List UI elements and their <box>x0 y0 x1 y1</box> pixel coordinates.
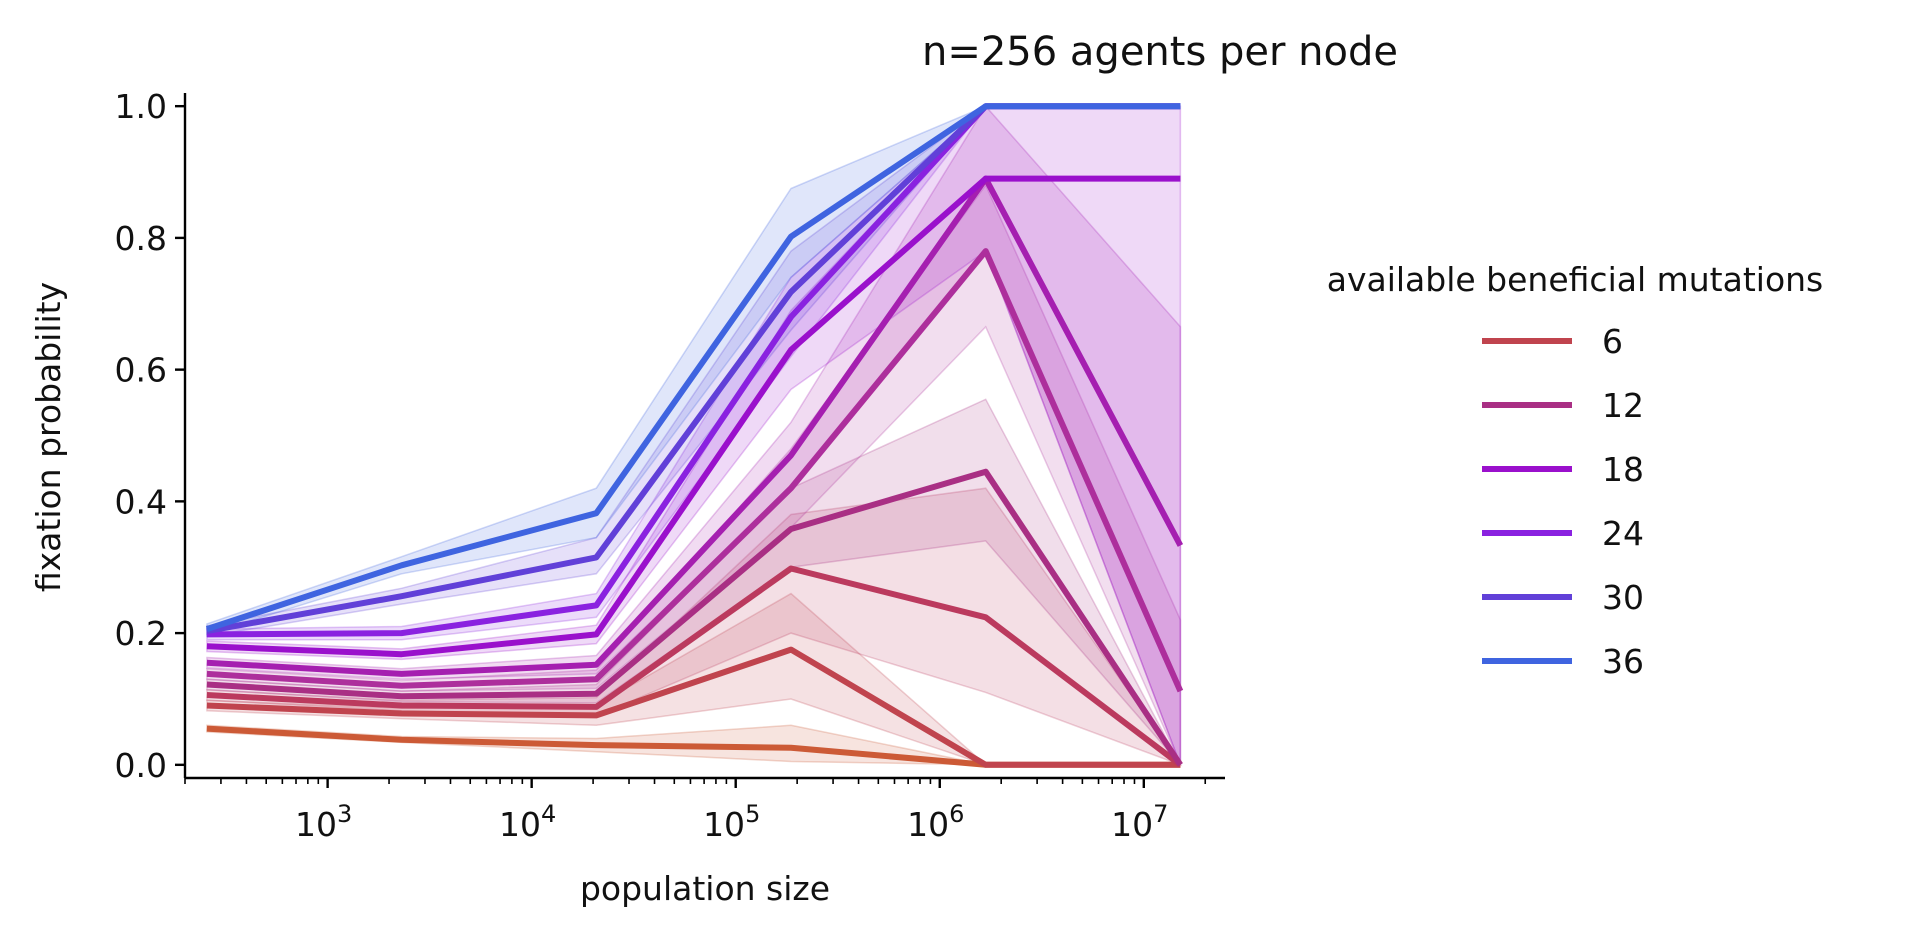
y-tick-label: 0.8 <box>115 219 167 258</box>
confidence-bands <box>206 104 1183 767</box>
legend-label-18: 18 <box>1602 450 1644 489</box>
legend-label-30: 30 <box>1602 578 1644 617</box>
y-axis-label: fixation probability <box>29 282 68 592</box>
legend-label-24: 24 <box>1602 514 1644 553</box>
chart-title: n=256 agents per node <box>922 29 1398 75</box>
x-axis-ticks: 103 104 105 106 107 <box>184 778 1207 844</box>
legend-label-12: 12 <box>1602 386 1644 425</box>
y-tick-label: 1.0 <box>115 87 167 126</box>
x-tick-label: 107 <box>1111 800 1168 844</box>
series-line-2 <box>206 565 1183 768</box>
x-tick-label: 105 <box>703 800 760 844</box>
x-tick-label: 104 <box>499 800 556 844</box>
y-tick-label: 0.6 <box>115 351 167 390</box>
y-tick-label: 0.2 <box>115 614 167 653</box>
y-tick-label: 0.4 <box>115 482 167 521</box>
series-band-2 <box>206 487 1183 767</box>
series-line-4 <box>206 248 1184 693</box>
legend-label-6: 6 <box>1602 322 1623 361</box>
series-line-18 <box>206 175 1181 658</box>
y-axis-ticks: 0.0 0.2 0.4 0.6 0.8 1.0 <box>115 87 185 785</box>
legend-label-36: 36 <box>1602 642 1644 681</box>
series-line-36 <box>205 103 1181 632</box>
series-line-5 <box>206 175 1184 677</box>
series-band-3 <box>206 398 1182 766</box>
series-lines <box>205 103 1184 768</box>
series-line-6 <box>206 646 1181 768</box>
legend-title: available beneficial mutations <box>1327 260 1824 299</box>
x-tick-label: 106 <box>907 800 964 844</box>
axes <box>183 93 1225 780</box>
y-tick-label: 0.0 <box>115 746 167 785</box>
x-tick-label: 103 <box>295 800 352 844</box>
legend: available beneficial mutations 6 12 18 24 30… <box>1327 260 1824 681</box>
series-line-12 <box>206 468 1183 767</box>
x-axis-label: population size <box>580 869 830 908</box>
